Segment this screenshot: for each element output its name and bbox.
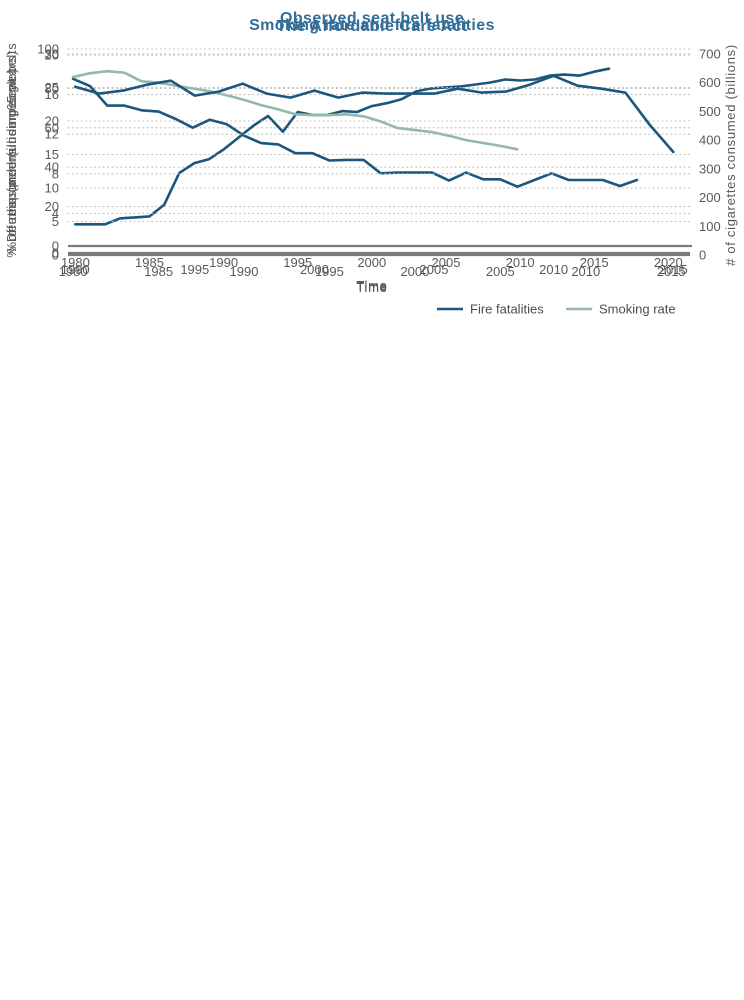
y2-tick-label: 100 [699,219,721,234]
y-axis-left-label: Deaths (per million people) [4,68,19,242]
fire-fatalities-legend-label: Fire fatalities [470,302,544,317]
x-tick-label: 2010 [539,262,568,277]
x-tick-label: 2005 [432,255,461,270]
y2-tick-label: 400 [699,133,721,148]
y-axis-label: % of responders using seat belts [4,42,19,253]
chart-title: Smoking rate and fire fatalities [249,17,495,34]
x-tick-label: 2010 [506,255,535,270]
smoking-rate-legend-label: Smoking rate [599,302,676,317]
x-axis-label: Time [356,280,387,295]
x-tick-label: 1995 [180,262,209,277]
y-tick-label: 0 [52,248,59,263]
x-tick-label: 2005 [486,264,515,279]
x-tick-label: 1995 [315,264,344,279]
seat-belt-use-chart: Observed seat belt use % of responders u… [4,10,693,293]
x-tick-label: 2020 [654,255,683,270]
y-tick-label: 100 [37,42,59,57]
y-tick-label: 30 [45,47,59,62]
x-tick-label: 1990 [209,255,238,270]
y2-tick-label: 200 [699,190,721,205]
x-tick-label: 1980 [59,264,88,279]
y2-tick-label: 600 [699,75,721,90]
x-tick-label: 2015 [657,264,686,279]
x-tick-label: 2000 [300,262,329,277]
x-tick-label: 2010 [571,264,600,279]
x-tick-label: 1980 [61,255,90,270]
chart-title: Observed seat belt use [280,10,464,27]
y-tick-label: 16 [45,87,59,102]
y-tick-label: 60 [45,120,59,135]
y-tick-label: 20 [45,114,59,129]
x-tick-label: 2015 [580,255,609,270]
x-tick-label: 1985 [135,255,164,270]
y-tick-label: 10 [45,181,59,196]
y2-tick-label: 0 [699,248,706,263]
x-tick-label: 2005 [420,262,449,277]
y-tick-label: 0 [52,239,59,254]
fire-fatalities-line [71,77,639,188]
x-tick-label: 2000 [400,264,429,279]
of-uninsured-line [73,74,675,154]
legend: Fire fatalities Smoking rate [437,302,676,317]
y-axis-label: % of uninsured (under 65 years) [4,50,19,257]
observed-seat-belt-use-line [74,67,611,226]
y-tick-label: 4 [52,206,59,221]
x-axis-label: Time [356,278,387,293]
y-tick-label: 40 [45,160,59,175]
x-tick-label: 2015 [659,262,688,277]
y-tick-label: 20 [45,199,59,214]
affordable-care-act-chart: The Affordable Care Act % of uninsured (… [4,18,691,295]
y-tick-label: 20 [45,48,59,63]
y2-tick-label: 500 [699,104,721,119]
y2-tick-label: 300 [699,161,721,176]
smoking-fire-fatalities-chart: Smoking rate and fire fatalities Deaths … [4,17,738,317]
y-tick-label: 0 [52,246,59,261]
x-tick-label: 1985 [144,264,173,279]
x-axis-label: Time [356,279,387,294]
y-tick-label: 8 [52,166,59,181]
chart-title: The Affordable Care Act [276,18,467,35]
x-tick-label: 2000 [357,255,386,270]
y-tick-label: 5 [52,214,59,229]
y-axis-right-label: # of cigarettes consumed (billions) [723,44,738,266]
x-tick-label: 1990 [61,262,90,277]
y-tick-label: 15 [45,147,59,162]
y-tick-label: 80 [45,81,59,96]
x-tick-label: 1995 [283,255,312,270]
y-tick-label: 25 [45,80,59,95]
x-tick-label: 1990 [230,264,259,279]
y2-tick-label: 700 [699,47,721,62]
y-tick-label: 12 [45,127,59,142]
